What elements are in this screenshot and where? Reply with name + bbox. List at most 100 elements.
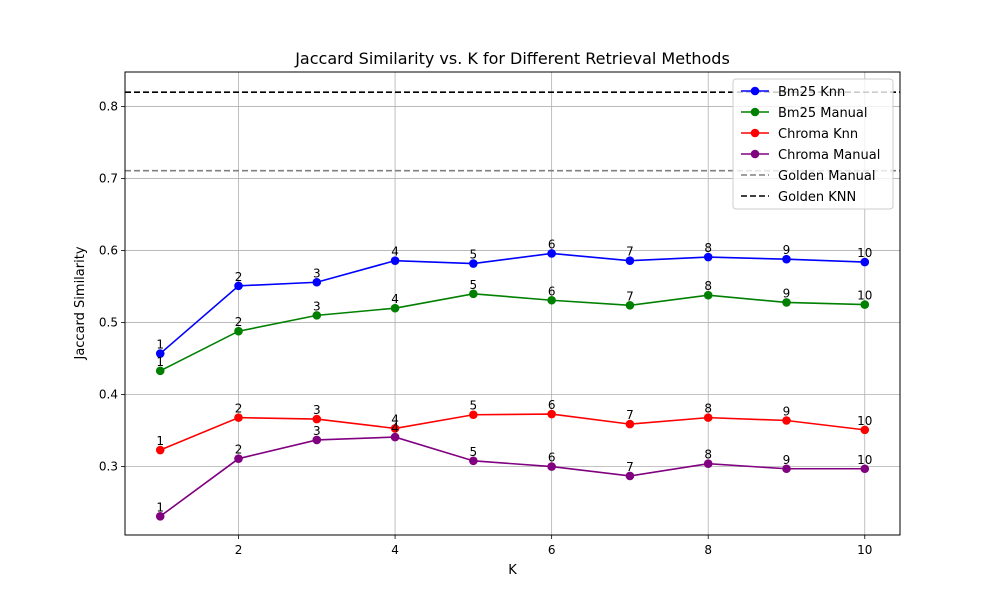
data-point-bm25-knn xyxy=(312,277,322,287)
series-line-bm25-knn xyxy=(159,252,865,355)
data-point-chroma-knn xyxy=(312,414,322,424)
point-label: 2 xyxy=(235,443,243,457)
data-point-bm25-manual xyxy=(312,311,322,320)
legend-label-golden-knn: Golden KNN xyxy=(778,190,856,205)
data-point-bm25-manual xyxy=(547,295,556,305)
point-label: 10 xyxy=(857,289,872,303)
point-label: 4 xyxy=(391,421,399,435)
data-point-chroma-knn xyxy=(155,445,165,455)
data-point-chroma-knn xyxy=(469,410,478,420)
legend-marker-bm25-manual xyxy=(750,107,760,117)
point-label: 9 xyxy=(783,286,791,300)
x-axis-label: K xyxy=(508,563,517,578)
y-tick-label: 0.4 xyxy=(99,388,118,402)
point-label: 3 xyxy=(313,266,321,280)
point-label: 3 xyxy=(313,403,321,417)
y-axis-ticks: 0.3 0.4 0.5 0.6 0.7 0.8 xyxy=(99,100,125,474)
data-point-bm25-manual xyxy=(782,298,791,307)
x-axis-ticks: 2 4 6 8 10 xyxy=(235,535,872,557)
data-point-chroma-knn xyxy=(625,419,635,429)
point-label: 4 xyxy=(391,292,399,306)
data-point-bm25-knn xyxy=(860,257,870,267)
series-line-chroma-knn xyxy=(159,413,865,451)
data-point-bm25-manual xyxy=(860,300,870,309)
point-label: 8 xyxy=(704,279,712,293)
data-point-chroma-manual xyxy=(547,462,556,471)
data-point-bm25-knn xyxy=(234,281,243,291)
point-label: 2 xyxy=(235,402,243,416)
y-axis-label: Jaccard Similarity xyxy=(73,246,88,360)
point-label: 10 xyxy=(857,246,872,260)
point-label: 10 xyxy=(857,414,872,428)
data-point-bm25-knn xyxy=(782,254,791,264)
data-point-chroma-manual xyxy=(782,464,791,474)
point-label: 6 xyxy=(548,398,556,412)
data-point-chroma-manual xyxy=(703,459,713,469)
point-label: 5 xyxy=(470,278,478,292)
data-point-chroma-manual xyxy=(234,454,243,463)
data-point-bm25-manual xyxy=(625,301,635,310)
y-tick-label: 0.7 xyxy=(99,172,118,186)
data-point-bm25-manual xyxy=(703,290,713,300)
y-tick-label: 0.3 xyxy=(99,460,118,474)
legend-marker-chroma-knn xyxy=(750,128,760,138)
series-line-bm25-manual xyxy=(159,292,865,372)
point-label: 1 xyxy=(156,338,164,352)
plot-frame xyxy=(124,71,901,536)
series-group xyxy=(155,249,870,521)
data-point-chroma-manual xyxy=(390,432,400,442)
legend-label-chroma-manual: Chroma Manual xyxy=(778,148,880,163)
legend: Bm25 Knn Bm25 Manual Chroma Knn Chroma Manu… xyxy=(732,78,894,210)
data-point-bm25-manual xyxy=(469,289,478,299)
x-tick-label: 10 xyxy=(857,543,872,557)
point-label: 5 xyxy=(470,445,478,459)
data-point-chroma-manual xyxy=(860,464,870,474)
point-label: 7 xyxy=(626,245,634,259)
data-point-bm25-knn xyxy=(469,259,478,268)
point-label: 2 xyxy=(235,270,243,284)
x-tick-label: 6 xyxy=(548,543,556,557)
point-label: 1 xyxy=(156,500,164,514)
point-label: 6 xyxy=(548,451,556,465)
data-point-chroma-knn xyxy=(547,409,556,419)
legend-label-chroma-knn: Chroma Knn xyxy=(778,127,858,142)
legend-box xyxy=(732,78,894,210)
y-tick-label: 0.8 xyxy=(99,100,118,114)
x-tick-label: 4 xyxy=(391,543,399,557)
chart-title: Jaccard Similarity vs. K for Different R… xyxy=(294,49,730,68)
data-point-chroma-manual xyxy=(469,456,478,466)
legend-label-golden-manual: Golden Manual xyxy=(778,169,876,184)
data-point-bm25-manual xyxy=(155,366,165,376)
x-tick-label: 8 xyxy=(704,543,712,557)
data-point-chroma-knn xyxy=(234,413,243,422)
data-point-chroma-knn xyxy=(390,424,400,433)
data-point-bm25-manual xyxy=(234,326,243,336)
data-point-bm25-knn xyxy=(703,252,713,262)
data-point-bm25-knn xyxy=(155,349,165,358)
legend-label-bm25-knn: Bm25 Knn xyxy=(778,85,845,100)
point-labels: 1 2 3 4 5 6 7 8 9 10 1 2 3 4 5 6 7 8 9 10 1 2 3 4 5 6 7 8 9 10 1 2 3 4 5 6 7… xyxy=(156,237,872,514)
legend-marker-bm25-knn xyxy=(750,86,760,96)
point-label: 8 xyxy=(704,402,712,416)
data-point-bm25-knn xyxy=(390,256,400,265)
point-label: 10 xyxy=(857,453,872,467)
point-label: 3 xyxy=(313,299,321,313)
data-point-chroma-knn xyxy=(703,413,713,422)
legend-marker-chroma-manual xyxy=(750,149,760,159)
reference-lines xyxy=(125,91,900,172)
point-label: 1 xyxy=(156,355,164,369)
point-label: 9 xyxy=(783,453,791,467)
point-label: 8 xyxy=(704,448,712,462)
data-point-chroma-manual xyxy=(155,511,165,521)
point-label: 9 xyxy=(783,405,791,419)
point-label: 4 xyxy=(391,412,399,426)
point-label: 7 xyxy=(626,460,634,474)
series-line-chroma-manual xyxy=(159,436,865,517)
x-tick-label: 2 xyxy=(235,543,243,557)
point-label: 2 xyxy=(235,315,243,329)
point-label: 7 xyxy=(626,408,634,422)
data-point-bm25-knn xyxy=(625,256,635,265)
data-point-bm25-knn xyxy=(547,249,556,258)
point-label: 1 xyxy=(156,434,164,448)
